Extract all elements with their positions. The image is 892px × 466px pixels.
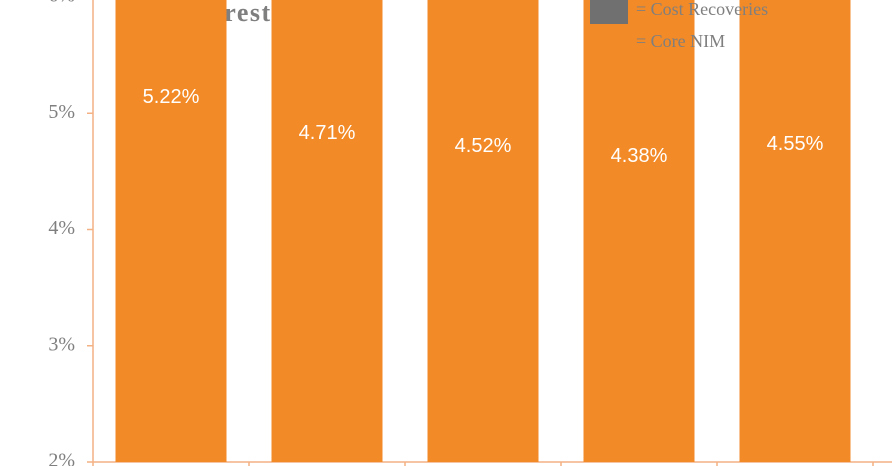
bar-segment	[271, 0, 383, 462]
bar-segment	[115, 0, 227, 463]
legend-swatch	[590, 31, 628, 56]
y-tick-label: 5%	[48, 101, 75, 123]
value-label: 4.55%	[767, 133, 824, 155]
legend-swatch	[590, 0, 628, 24]
value-label: 5.22%	[143, 86, 200, 108]
y-tick-label: 6%	[48, 0, 75, 7]
bar-segment	[583, 0, 695, 462]
y-tick-label: 3%	[48, 333, 75, 355]
value-label: 4.71%	[299, 122, 356, 144]
bar-segment	[427, 0, 539, 463]
legend-label: = Cost Recoveries	[636, 0, 768, 19]
value-label: 4.38%	[611, 145, 668, 167]
legend-label: = Core NIM	[636, 31, 725, 51]
y-tick-label: 2%	[48, 450, 75, 466]
value-label: 4.52%	[455, 135, 512, 157]
y-tick-label: 4%	[48, 217, 75, 239]
bar-segment	[739, 0, 851, 462]
